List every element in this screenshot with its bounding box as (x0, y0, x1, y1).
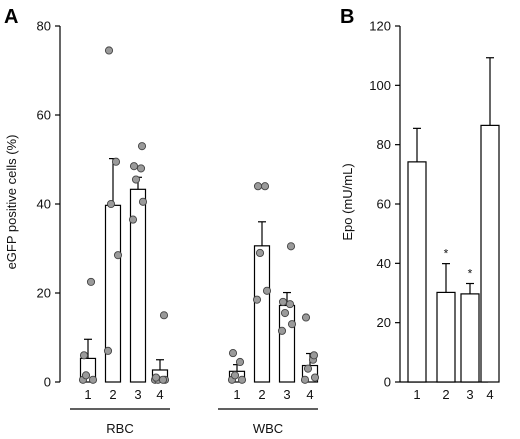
panel-b-label: B (340, 6, 354, 28)
data-point (309, 351, 319, 360)
data-point (106, 199, 116, 209)
panel-a-label: A (4, 6, 18, 28)
data-point (151, 373, 161, 382)
data-point (235, 357, 245, 367)
bar-epo-1 (407, 161, 427, 383)
x-tick-label: 1 (233, 387, 240, 402)
data-point (136, 164, 146, 173)
bar-epo-4 (480, 124, 500, 383)
panel-a-ytick-label: 60 (37, 108, 51, 123)
data-point (278, 297, 288, 306)
data-point (286, 242, 296, 251)
panel-b-ytick-label: 60 (377, 197, 391, 212)
bar-wbc-3 (278, 304, 296, 383)
panel-a-ylabel: eGFP positive cells (%) (4, 135, 19, 270)
x-tick-label: 2 (258, 387, 265, 402)
data-point (79, 351, 89, 360)
x-tick-label: 1 (413, 387, 420, 402)
data-point (128, 215, 138, 224)
significance-mark: * (444, 247, 449, 261)
significance-mark: * (468, 267, 473, 281)
panel-b-ylabel: Epo (mU/mL) (340, 163, 355, 240)
panel-a-ytick-label: 20 (37, 286, 51, 301)
data-point (104, 46, 114, 55)
wbc-group-label: WBC (253, 421, 283, 436)
rbc-group-label: RBC (106, 421, 133, 436)
panel-b-ytick-label: 120 (369, 19, 391, 34)
panel-a-ytick-label: 80 (37, 19, 51, 34)
x-tick-label: 2 (109, 387, 116, 402)
data-point (159, 311, 169, 320)
data-point (280, 308, 290, 318)
x-tick-label: 3 (134, 387, 141, 402)
panel-a-ytick-label: 40 (37, 197, 51, 212)
data-point (138, 197, 148, 206)
data-point (111, 157, 121, 166)
bar-epo-2 (436, 291, 456, 383)
data-point (252, 295, 262, 304)
data-point (158, 375, 168, 384)
data-point (260, 182, 270, 191)
x-tick-label: 3 (283, 387, 290, 402)
data-point (303, 364, 313, 373)
x-tick-label: 2 (442, 387, 449, 402)
x-tick-label: 4 (306, 387, 313, 402)
panel-a-ytick-label: 0 (44, 375, 51, 390)
panel-b-ytick-label: 40 (377, 256, 391, 271)
data-point (262, 286, 272, 295)
data-point (253, 182, 263, 191)
panel-b-ytick-label: 100 (369, 78, 391, 93)
data-point (300, 375, 310, 384)
bar-rbc-2 (104, 204, 122, 383)
data-point (285, 300, 295, 309)
x-tick-label: 1 (84, 387, 91, 402)
x-tick-label: 3 (466, 387, 473, 402)
data-point (113, 251, 123, 260)
data-point (237, 375, 247, 384)
data-point (228, 349, 238, 358)
panel-b-ytick-label: 0 (384, 375, 391, 390)
data-point (310, 373, 320, 382)
data-point (103, 346, 113, 355)
x-tick-label: 4 (486, 387, 493, 402)
data-point (287, 320, 297, 329)
panel-b-ytick-label: 80 (377, 137, 391, 152)
data-point (137, 142, 147, 151)
data-point (301, 313, 311, 322)
data-point (86, 277, 96, 286)
data-point (230, 371, 240, 380)
data-point (255, 248, 265, 257)
data-point (131, 175, 141, 184)
x-tick-label: 4 (156, 387, 163, 402)
panel-b-ytick-label: 20 (377, 315, 391, 330)
data-point (129, 162, 139, 171)
data-point (88, 375, 98, 384)
data-point (81, 371, 91, 380)
bar-wbc-2 (253, 245, 271, 383)
bar-epo-3 (460, 293, 480, 383)
data-point (277, 326, 287, 335)
